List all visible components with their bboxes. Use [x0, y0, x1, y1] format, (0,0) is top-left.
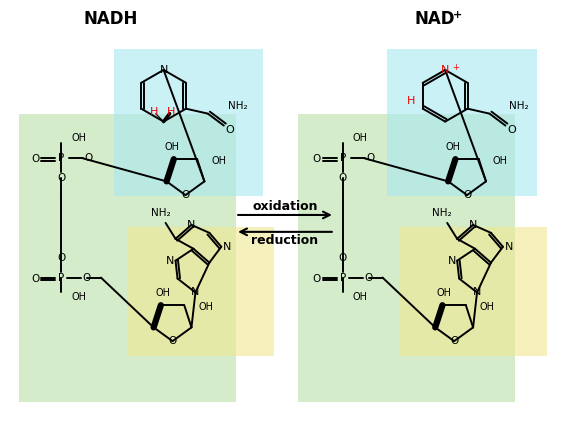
Bar	[19, 114, 236, 402]
Text: O: O	[338, 253, 347, 263]
Text: OH: OH	[480, 302, 495, 312]
Text: N: N	[473, 288, 481, 298]
Text: O: O	[31, 274, 40, 284]
Text: +: +	[453, 10, 462, 20]
Text: P: P	[340, 272, 346, 282]
Text: O: O	[366, 153, 375, 163]
Text: O: O	[57, 253, 65, 263]
Text: O: O	[225, 125, 234, 135]
Text: P: P	[340, 153, 346, 163]
Text: O: O	[85, 153, 93, 163]
Text: O: O	[312, 274, 321, 284]
Text: N: N	[505, 242, 513, 252]
Text: OH: OH	[155, 288, 170, 298]
Text: NH₂: NH₂	[228, 101, 247, 111]
Text: O: O	[83, 272, 91, 282]
Text: NH₂: NH₂	[432, 208, 452, 218]
Bar	[298, 114, 515, 402]
Text: O: O	[338, 173, 347, 183]
Text: P: P	[58, 153, 64, 163]
Text: N: N	[166, 256, 174, 266]
Text: N: N	[448, 256, 456, 266]
Bar	[127, 227, 274, 356]
Text: O: O	[463, 190, 471, 200]
Text: OH: OH	[198, 302, 213, 312]
Text: OH: OH	[353, 293, 368, 302]
Text: OH: OH	[446, 142, 461, 152]
Text: OH: OH	[164, 142, 179, 152]
Text: OH: OH	[437, 288, 452, 298]
Text: NAD: NAD	[415, 10, 456, 28]
Text: OH: OH	[353, 133, 368, 144]
Text: OH: OH	[211, 156, 226, 166]
Text: oxidation: oxidation	[252, 200, 318, 213]
Text: O: O	[450, 336, 458, 346]
Text: OH: OH	[71, 293, 86, 302]
Text: N: N	[469, 220, 477, 230]
Text: N: N	[160, 65, 168, 75]
Bar	[114, 49, 263, 196]
Text: O: O	[365, 272, 372, 282]
Text: H: H	[406, 96, 415, 106]
Text: NH₂: NH₂	[509, 101, 529, 111]
Text: H: H	[168, 107, 175, 117]
Text: N: N	[224, 242, 231, 252]
Bar	[388, 49, 537, 196]
Text: O: O	[57, 173, 65, 183]
Text: O: O	[507, 125, 516, 135]
Text: reduction: reduction	[251, 234, 319, 247]
Text: OH: OH	[71, 133, 86, 144]
Text: +: +	[452, 64, 459, 72]
Text: O: O	[181, 190, 190, 200]
Text: NADH: NADH	[84, 10, 138, 28]
Text: NH₂: NH₂	[151, 208, 170, 218]
Text: P: P	[58, 272, 64, 282]
Text: O: O	[169, 336, 177, 346]
Text: H: H	[149, 107, 158, 117]
Text: O: O	[312, 155, 321, 164]
Text: N: N	[191, 288, 200, 298]
Text: N: N	[187, 220, 196, 230]
Bar	[400, 227, 547, 356]
Text: OH: OH	[493, 156, 508, 166]
Text: O: O	[31, 155, 40, 164]
Text: N: N	[441, 65, 449, 75]
